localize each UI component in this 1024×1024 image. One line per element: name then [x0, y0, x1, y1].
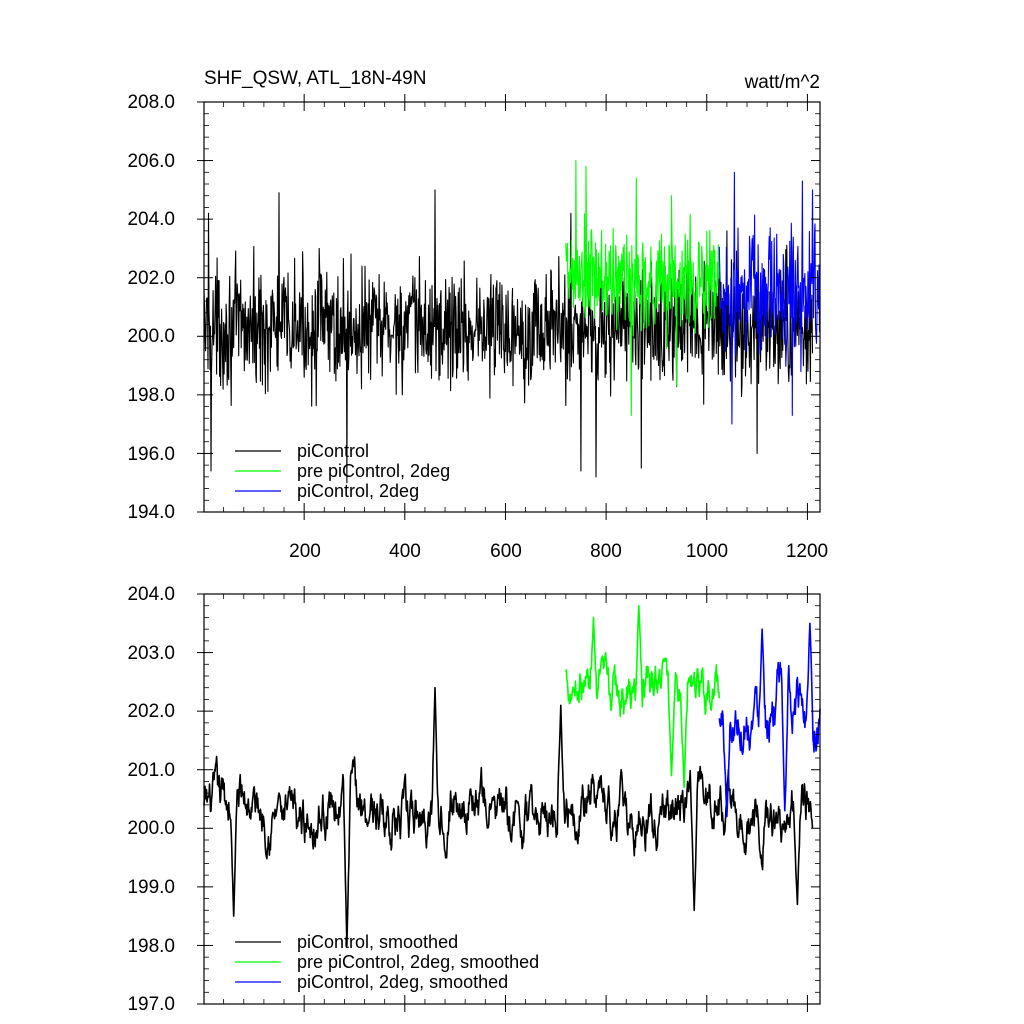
- top-y-tick-label: 208.0: [127, 92, 175, 113]
- top-series-line-2: [565, 160, 720, 416]
- bottom-y-tick-label: 199.0: [127, 877, 175, 898]
- bottom-series-line-3: [718, 622, 821, 818]
- top-panel-legend: piControl pre piControl, 2deg piControl,…: [235, 441, 450, 501]
- top-panel: SHF_QSW, ATL_18N-49N watt/m^2 194.0 196.…: [127, 68, 828, 562]
- top-panel-x-tick-labels: 200 400 600 800 1000 1200: [289, 541, 828, 562]
- bottom-y-tick-label: 200.0: [127, 818, 175, 839]
- bottom-panel-y-tick-labels: 197.0 198.0 199.0 200.0 201.0 202.0 203.…: [127, 584, 175, 1015]
- legend-label-picontrol-2deg-smoothed: piControl, 2deg, smoothed: [297, 972, 508, 992]
- top-x-tick-label: 400: [389, 541, 421, 562]
- top-panel-title: SHF_QSW, ATL_18N-49N: [204, 68, 426, 89]
- bottom-panel: 197.0 198.0 199.0 200.0 201.0 202.0 203.…: [127, 584, 821, 1015]
- top-x-tick-label: 800: [590, 541, 622, 562]
- bottom-y-tick-label: 202.0: [127, 701, 175, 722]
- top-x-tick-label: 1000: [686, 541, 728, 562]
- top-y-tick-label: 204.0: [127, 209, 175, 230]
- bottom-y-tick-label: 198.0: [127, 936, 175, 957]
- legend-label-picontrol-smoothed: piControl, smoothed: [297, 932, 458, 952]
- bottom-series-line-1: [203, 686, 814, 947]
- legend-label-pre-picontrol: pre piControl, 2deg: [297, 461, 450, 481]
- bottom-series-line-2: [565, 604, 721, 789]
- bottom-y-tick-label: 197.0: [127, 994, 175, 1015]
- bottom-panel-series: [203, 604, 821, 947]
- top-series-line-3: [718, 171, 821, 425]
- top-panel-frame: [203, 101, 821, 513]
- top-y-tick-label: 194.0: [127, 502, 175, 523]
- top-panel-series: [203, 160, 821, 484]
- top-x-tick-label: 200: [289, 541, 321, 562]
- bottom-y-tick-label: 204.0: [127, 584, 175, 605]
- bottom-y-tick-label: 201.0: [127, 760, 175, 781]
- bottom-panel-ticks: [197, 586, 820, 1012]
- legend-label-picontrol-2deg: piControl, 2deg: [297, 481, 419, 501]
- bottom-panel-legend: piControl, smoothed pre piControl, 2deg,…: [235, 932, 539, 992]
- bottom-y-tick-label: 203.0: [127, 643, 175, 664]
- top-panel-ticks: [197, 94, 820, 520]
- top-series-line-1: [203, 189, 814, 484]
- top-y-tick-label: 202.0: [127, 268, 175, 289]
- top-y-tick-label: 206.0: [127, 151, 175, 172]
- legend-label-pre-picontrol-smoothed: pre piControl, 2deg, smoothed: [297, 952, 539, 972]
- top-x-tick-label: 1200: [786, 541, 828, 562]
- top-y-tick-label: 198.0: [127, 385, 175, 406]
- top-panel-units: watt/m^2: [744, 72, 820, 93]
- top-panel-y-tick-labels: 194.0 196.0 198.0 200.0 202.0 204.0 206.…: [127, 92, 175, 523]
- top-x-tick-label: 600: [490, 541, 522, 562]
- top-y-tick-label: 200.0: [127, 326, 175, 347]
- bottom-panel-frame: [203, 593, 821, 1005]
- legend-label-picontrol: piControl: [297, 441, 369, 461]
- top-y-tick-label: 196.0: [127, 444, 175, 465]
